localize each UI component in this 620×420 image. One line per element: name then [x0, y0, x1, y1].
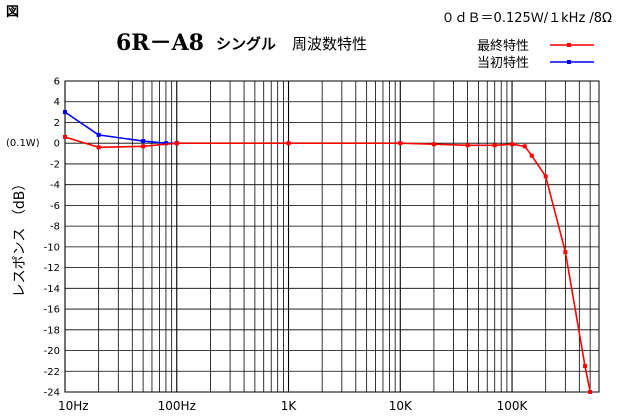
data-point: [63, 134, 67, 139]
y-tick-label: -6: [50, 201, 60, 212]
data-point: [588, 390, 593, 394]
series-line: [64, 111, 177, 144]
series-final: [63, 134, 593, 394]
y-tick-label: -24: [44, 388, 60, 399]
y-tick-label: 6: [54, 77, 60, 88]
y-tick-label: 2: [54, 118, 60, 129]
x-tick-label: 100K: [497, 399, 529, 413]
x-tick-label: 100Hz: [158, 399, 196, 413]
x-tick-label: 10K: [389, 399, 413, 413]
data-point: [431, 142, 436, 147]
legend-label-initial: 当初特性: [477, 56, 529, 71]
y-tick-label: -20: [44, 346, 60, 357]
figure-label: 図: [6, 5, 19, 20]
data-point: [96, 145, 101, 150]
y-tick-label: 0: [54, 139, 60, 150]
y-tick-label: -18: [44, 325, 60, 336]
data-point: [543, 174, 548, 179]
data-point: [563, 250, 568, 255]
plot-frame: [64, 80, 600, 393]
data-point: [465, 143, 470, 148]
y-tick-label: -4: [50, 180, 60, 191]
plot-grid: [64, 80, 600, 393]
x-tick-label: 1K: [281, 399, 298, 413]
y-tick-label: -12: [44, 263, 60, 274]
data-point: [141, 139, 146, 144]
data-point: [583, 364, 588, 369]
y-tick-label: -2: [50, 159, 60, 170]
chart-title: 6R－A8: [116, 30, 204, 56]
y-tick-label: -10: [44, 242, 60, 253]
data-point: [63, 110, 67, 115]
data-point: [163, 141, 168, 146]
annotation-0-1w: (0.1W): [6, 138, 40, 149]
data-point: [492, 143, 497, 148]
y-tick-label: -8: [50, 222, 60, 233]
data-point: [141, 144, 146, 149]
y-axis-ticks: 6 4 2 0 -2 -4 -6 -8 -10 -12 -14 -16 -18 -20 -22 -24: [44, 77, 60, 399]
legend-marker-initial: [567, 60, 571, 64]
data-point: [529, 153, 534, 158]
x-axis-ticks: 10Hz 100Hz 1K 10K 100K: [58, 399, 529, 413]
y-tick-label: -16: [44, 305, 60, 316]
x-tick-label: 10Hz: [58, 399, 89, 413]
data-point: [398, 141, 403, 146]
data-point: [286, 141, 291, 146]
legend: 最終特性 当初特性: [477, 38, 594, 71]
chart-subtitle: 周波数特性: [292, 35, 367, 53]
data-point: [522, 144, 527, 149]
legend-label-final: 最終特性: [477, 38, 529, 54]
y-tick-label: 4: [54, 97, 60, 108]
y-tick-label: -22: [44, 367, 60, 378]
reference-condition: ０ｄＢ＝0.125Ｗ/１kHz /8Ω: [442, 11, 613, 26]
series-initial: [63, 110, 179, 146]
series-line: [64, 136, 591, 393]
data-series: [63, 110, 593, 394]
chart-subtitle-bold: シングル: [216, 35, 276, 53]
y-tick-label: -14: [44, 284, 60, 295]
data-point: [510, 142, 515, 147]
data-point: [174, 141, 179, 146]
data-point: [96, 132, 101, 137]
legend-marker-final: [567, 43, 571, 47]
y-axis-label: レスポンス （dB）: [12, 177, 28, 298]
